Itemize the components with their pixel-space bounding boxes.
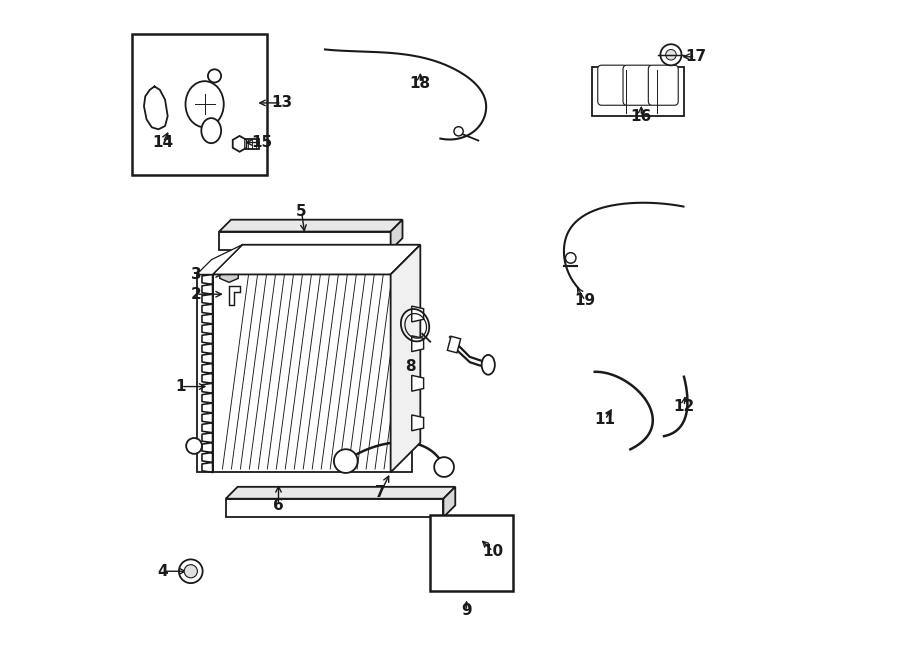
Text: 8: 8 [405, 360, 416, 374]
Circle shape [666, 50, 676, 60]
Polygon shape [219, 219, 402, 231]
Polygon shape [219, 231, 391, 250]
Ellipse shape [185, 81, 224, 128]
Polygon shape [592, 67, 684, 116]
Text: 17: 17 [685, 50, 706, 64]
Polygon shape [212, 245, 420, 274]
Text: 1: 1 [176, 379, 186, 394]
Polygon shape [444, 487, 455, 517]
Text: 11: 11 [595, 412, 616, 427]
Polygon shape [446, 541, 472, 570]
Ellipse shape [202, 118, 221, 143]
Circle shape [434, 457, 454, 477]
Polygon shape [241, 139, 259, 149]
Ellipse shape [482, 355, 495, 375]
Text: 3: 3 [191, 267, 202, 282]
FancyBboxPatch shape [648, 65, 679, 105]
Text: 7: 7 [375, 485, 386, 500]
Polygon shape [197, 274, 212, 473]
Polygon shape [226, 498, 444, 517]
Polygon shape [411, 336, 424, 352]
Text: 12: 12 [673, 399, 695, 414]
Circle shape [184, 564, 197, 578]
Text: 18: 18 [410, 75, 431, 91]
Text: 6: 6 [273, 498, 284, 513]
Circle shape [334, 449, 357, 473]
Polygon shape [391, 274, 411, 473]
Text: 16: 16 [631, 108, 652, 124]
Bar [447, 336, 461, 353]
Text: 14: 14 [152, 135, 174, 150]
Text: 4: 4 [158, 564, 168, 579]
Polygon shape [229, 286, 239, 305]
Circle shape [186, 438, 202, 454]
Bar [430, 515, 513, 591]
Circle shape [661, 44, 681, 65]
Polygon shape [411, 415, 424, 431]
Polygon shape [470, 544, 484, 566]
Text: 15: 15 [251, 135, 273, 150]
Circle shape [454, 127, 464, 136]
Polygon shape [144, 87, 167, 130]
FancyBboxPatch shape [598, 65, 627, 105]
Polygon shape [233, 136, 247, 152]
Text: 2: 2 [191, 287, 202, 301]
Circle shape [179, 559, 203, 583]
Text: 19: 19 [575, 293, 596, 308]
Text: 10: 10 [482, 544, 503, 559]
Text: 9: 9 [461, 603, 472, 618]
Bar [132, 34, 267, 175]
Circle shape [565, 253, 576, 263]
Polygon shape [411, 306, 424, 322]
FancyBboxPatch shape [623, 65, 652, 105]
Polygon shape [220, 266, 238, 282]
Polygon shape [391, 245, 420, 473]
Circle shape [208, 69, 221, 83]
Text: 13: 13 [271, 95, 292, 110]
Polygon shape [197, 245, 242, 274]
Text: 5: 5 [296, 204, 307, 219]
Polygon shape [391, 219, 402, 250]
Polygon shape [411, 375, 424, 391]
Polygon shape [226, 487, 455, 498]
